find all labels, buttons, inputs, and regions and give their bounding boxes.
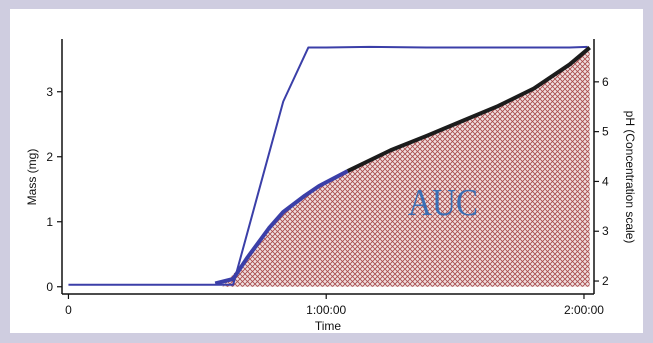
chart-panel: 0 1 2 3 2 3 4 5 6 0 1:00:00 2:00:00 Time Mass (mg) … bbox=[10, 9, 643, 333]
y-right-tick-label: 5 bbox=[602, 125, 609, 139]
y-left-tick-label: 1 bbox=[46, 215, 53, 229]
plot-area bbox=[68, 45, 591, 287]
y-left-axis-title: Mass (mg) bbox=[25, 149, 39, 206]
y-right-tick-label: 4 bbox=[602, 174, 609, 188]
y-right-axis-title: pH (Concentration scale) bbox=[623, 111, 637, 244]
axes: 0 1 2 3 2 3 4 5 6 0 1:00:00 2:00:00 bbox=[46, 39, 609, 317]
series-line-1 bbox=[214, 169, 349, 286]
x-tick-label: 0 bbox=[65, 303, 72, 317]
y-right-tick-label: 3 bbox=[602, 224, 609, 238]
auc-annotation: AUC bbox=[408, 182, 478, 224]
y-left-tick-label: 3 bbox=[46, 85, 53, 99]
y-left-tick-label: 2 bbox=[46, 150, 53, 164]
y-right-tick-label: 2 bbox=[602, 274, 609, 288]
y-left-tick-label: 0 bbox=[46, 280, 53, 294]
x-axis-title: Time bbox=[315, 319, 342, 333]
auc-region bbox=[222, 47, 590, 287]
y-right-tick-label: 6 bbox=[602, 75, 609, 89]
x-tick-label: 2:00:00 bbox=[564, 303, 604, 317]
series-line-0 bbox=[68, 45, 588, 286]
x-tick-label: 1:00:00 bbox=[306, 303, 346, 317]
series-line-2 bbox=[346, 46, 591, 173]
